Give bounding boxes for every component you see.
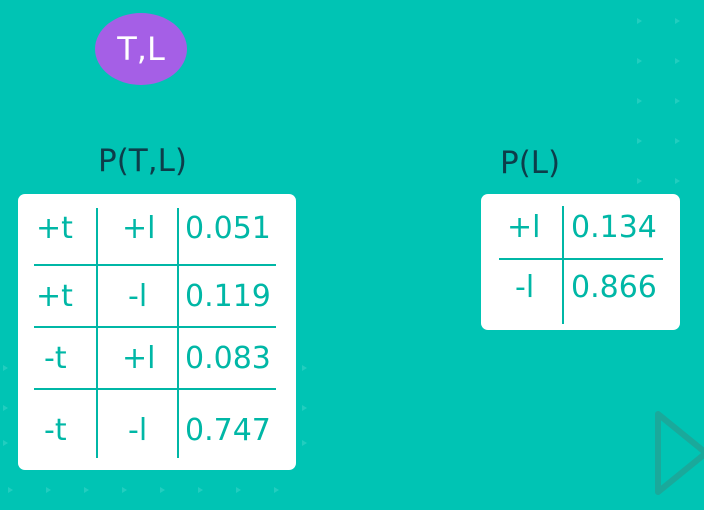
joint-probability-table: +t +l 0.051 +t -l 0.119 -t +l 0.083 -t -…: [18, 194, 296, 470]
cell-t: -t: [44, 413, 67, 448]
cell-l: +l: [507, 210, 541, 245]
divider-h2: [34, 326, 276, 328]
divider-h1: [34, 264, 276, 266]
divider-h: [499, 258, 663, 260]
node-label: T,L: [117, 30, 165, 68]
cell-l: -l: [128, 279, 148, 314]
cell-t: +t: [36, 211, 73, 246]
cell-l: -l: [515, 270, 535, 305]
divider-v: [562, 206, 564, 324]
joint-table-title: P(T,L): [98, 143, 187, 179]
cell-p: 0.747: [185, 413, 271, 448]
cell-l: -l: [128, 413, 148, 448]
node-tl: T,L: [95, 13, 187, 85]
cell-p: 0.866: [571, 270, 657, 305]
marginal-table-title: P(L): [500, 145, 561, 181]
divider-h3: [34, 388, 276, 390]
cell-p: 0.051: [185, 211, 271, 246]
cell-l: +l: [122, 341, 156, 376]
cell-l: +l: [122, 211, 156, 246]
cell-p: 0.134: [571, 210, 657, 245]
divider-v1: [96, 208, 98, 458]
cell-t: -t: [44, 341, 67, 376]
play-triangle-icon: [655, 411, 704, 495]
cell-p: 0.083: [185, 341, 271, 376]
marginal-probability-table: +l 0.134 -l 0.866: [481, 194, 680, 330]
divider-v2: [177, 208, 179, 458]
cell-t: +t: [36, 279, 73, 314]
cell-p: 0.119: [185, 279, 271, 314]
